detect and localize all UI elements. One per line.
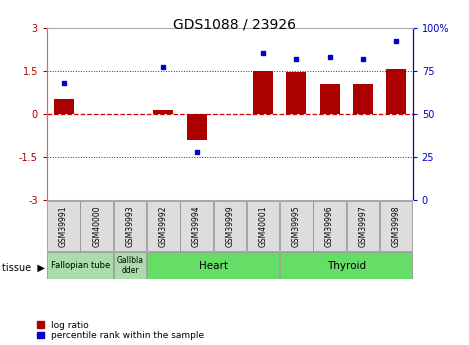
Bar [313,201,346,251]
Text: GSM39992: GSM39992 [159,205,168,247]
Bar [353,84,373,114]
Text: GSM40001: GSM40001 [258,205,268,247]
Bar [213,201,246,251]
Text: GSM39993: GSM39993 [126,205,135,247]
Text: Heart: Heart [199,261,227,270]
Bar [53,99,74,114]
Bar [347,201,379,251]
Bar [247,201,280,251]
Bar [380,201,412,251]
Text: GSM39998: GSM39998 [392,205,401,247]
Bar [253,71,273,114]
Bar [180,201,213,251]
Bar [81,201,113,251]
Text: Thyroid: Thyroid [326,261,366,270]
Text: GSM39994: GSM39994 [192,205,201,247]
Bar [47,253,113,279]
Bar [147,201,180,251]
Text: GSM39997: GSM39997 [358,205,367,247]
Text: GSM39999: GSM39999 [225,205,234,247]
Legend: log ratio, percentile rank within the sample: log ratio, percentile rank within the sa… [38,321,204,341]
Text: GDS1088 / 23926: GDS1088 / 23926 [173,17,296,31]
Text: GSM39996: GSM39996 [325,205,334,247]
Text: GSM39991: GSM39991 [59,205,68,247]
Bar [114,253,146,279]
Bar [47,201,80,251]
Text: Fallopian tube: Fallopian tube [51,261,110,270]
Bar [319,84,340,114]
Bar [280,253,412,279]
Bar [386,69,406,114]
Text: GSM40000: GSM40000 [92,205,101,247]
Bar [147,253,280,279]
Text: Gallbla
dder: Gallbla dder [116,256,144,275]
Bar [153,110,173,114]
Text: GSM39995: GSM39995 [292,205,301,247]
Text: tissue  ▶: tissue ▶ [2,263,45,272]
Bar [280,201,313,251]
Bar [187,114,206,140]
Bar [287,72,306,114]
Bar [114,201,146,251]
